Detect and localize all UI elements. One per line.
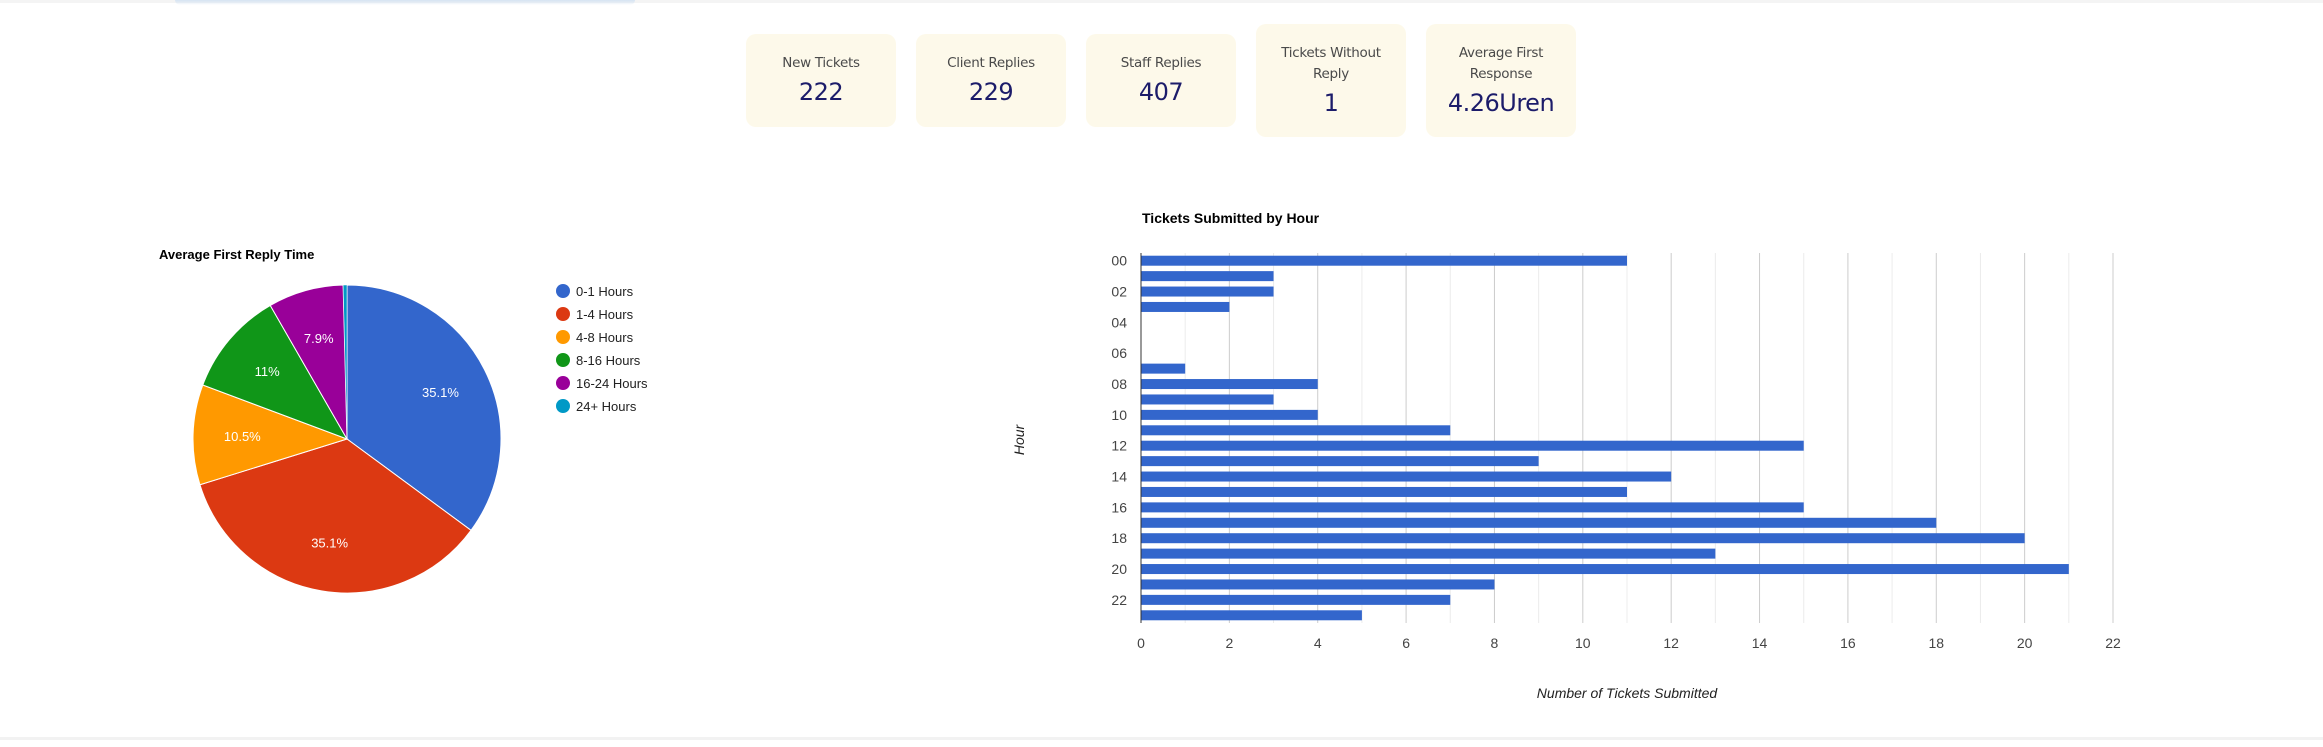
x-tick-label: 4 (1314, 635, 1322, 651)
legend-item[interactable]: 4-8 Hours (556, 330, 634, 345)
legend-swatch-icon (556, 307, 570, 321)
bar-hour-23[interactable] (1141, 610, 1362, 621)
pie-slice-label: 11% (255, 364, 280, 379)
stat-label: Tickets Without Reply (1281, 44, 1381, 82)
y-tick-label: 02 (1111, 284, 1127, 300)
legend-item[interactable]: 16-24 Hours (556, 376, 648, 391)
stat-label: New Tickets (782, 55, 860, 71)
y-tick-label: 18 (1111, 530, 1127, 546)
bar-hour-02[interactable] (1141, 286, 1274, 297)
x-tick-label: 18 (1928, 635, 1944, 651)
bar-hour-21[interactable] (1141, 579, 1495, 590)
legend-label: 4-8 Hours (576, 330, 634, 345)
legend-swatch-icon (556, 284, 570, 298)
x-tick-label: 16 (1840, 635, 1856, 651)
pie-slice-24-hours[interactable] (342, 284, 348, 440)
bar-hour-00[interactable] (1141, 255, 1627, 266)
bar-hour-20[interactable] (1141, 564, 2069, 575)
pie-slice-label: 35.1% (422, 385, 459, 400)
stat-value: 1 (1323, 88, 1339, 117)
pie-chart: Average First Reply Time 35.1% 35.1% 10.5%… (159, 247, 648, 594)
bar-hour-14[interactable] (1141, 471, 1672, 482)
legend-label: 16-24 Hours (576, 376, 648, 391)
x-tick-label: 0 (1137, 635, 1145, 651)
stat-label: Average First Response (1458, 44, 1544, 82)
y-tick-label: 08 (1111, 376, 1127, 392)
bar-hour-15[interactable] (1141, 486, 1627, 497)
pie-slice-0-1-hours[interactable] (346, 284, 502, 531)
legend-item[interactable]: 1-4 Hours (556, 307, 634, 322)
y-axis-title: Hour (1011, 423, 1027, 455)
x-tick-label: 6 (1402, 635, 1410, 651)
y-tick-label: 04 (1111, 314, 1127, 330)
bar-hour-11[interactable] (1141, 425, 1451, 436)
bar-hour-03[interactable] (1141, 301, 1230, 312)
bar-chart: Tickets Submitted by Hour 00020406081012… (1011, 210, 2121, 701)
stat-label: Staff Replies (1120, 55, 1202, 71)
x-tick-label: 10 (1575, 635, 1591, 651)
stat-card-client-replies: Client Replies 229 (916, 34, 1066, 127)
legend-swatch-icon (556, 353, 570, 367)
stat-card-staff-replies: Staff Replies 407 (1086, 34, 1236, 127)
y-tick-label: 20 (1111, 561, 1127, 577)
bottom-border (0, 737, 2323, 740)
x-tick-label: 22 (2105, 635, 2121, 651)
pie-slice-label: 10.5% (224, 429, 261, 444)
bar-hour-07[interactable] (1141, 363, 1186, 374)
stat-value: 407 (1138, 78, 1184, 106)
legend-label: 1-4 Hours (576, 307, 634, 322)
pie-chart-title: Average First Reply Time (159, 247, 314, 262)
pie-slice-4-8-hours[interactable] (192, 384, 349, 486)
legend-item[interactable]: 8-16 Hours (556, 353, 641, 368)
y-tick-label: 10 (1111, 407, 1127, 423)
legend-swatch-icon (556, 399, 570, 413)
y-tick-label: 22 (1111, 592, 1127, 608)
x-tick-label: 2 (1225, 635, 1233, 651)
pie-slice-1-4-hours[interactable] (199, 438, 472, 594)
x-tick-label: 20 (2017, 635, 2033, 651)
legend-label: 8-16 Hours (576, 353, 641, 368)
y-tick-label: 06 (1111, 345, 1127, 361)
y-tick-label: 14 (1111, 469, 1127, 485)
y-tick-label: 00 (1111, 253, 1127, 269)
x-tick-label: 8 (1491, 635, 1499, 651)
top-tab-shadow (175, 0, 635, 5)
y-tick-label: 12 (1111, 438, 1127, 454)
stat-card-new-tickets: New Tickets 222 (746, 34, 896, 127)
stat-card-tickets-without-reply: Tickets Without Reply 1 (1256, 24, 1406, 137)
x-tick-label: 14 (1752, 635, 1768, 651)
x-tick-label: 12 (1663, 635, 1679, 651)
legend-swatch-icon (556, 376, 570, 390)
stat-value: 4.26Uren (1447, 88, 1555, 117)
bar-hour-10[interactable] (1141, 409, 1318, 420)
bar-hour-17[interactable] (1141, 517, 1937, 528)
y-tick-label: 16 (1111, 499, 1127, 515)
stat-value: 229 (968, 78, 1014, 106)
legend-label: 24+ Hours (576, 399, 637, 414)
legend-item[interactable]: 24+ Hours (556, 399, 637, 414)
bar-hour-16[interactable] (1141, 502, 1804, 513)
pie-slice-8-16-hours[interactable] (202, 304, 349, 440)
x-axis-title: Number of Tickets Submitted (1537, 685, 1719, 701)
legend-swatch-icon (556, 330, 570, 344)
bar-hour-13[interactable] (1141, 456, 1539, 467)
bar-hour-01[interactable] (1141, 271, 1274, 282)
bar-hour-09[interactable] (1141, 394, 1274, 405)
top-border (0, 0, 2323, 3)
bar-hour-12[interactable] (1141, 440, 1804, 451)
bar-hour-22[interactable] (1141, 594, 1451, 605)
bar-chart-title: Tickets Submitted by Hour (1142, 210, 1320, 226)
stat-card-average-first-response: Average First Response 4.26Uren (1426, 24, 1576, 137)
bar-hour-19[interactable] (1141, 548, 1716, 559)
legend-item[interactable]: 0-1 Hours (556, 284, 634, 299)
stat-label: Client Replies (947, 55, 1035, 71)
pie-slice-label: 35.1% (311, 535, 348, 550)
pie-slice-label: 7.9% (304, 331, 334, 346)
bar-hour-08[interactable] (1141, 379, 1318, 390)
bar-hour-18[interactable] (1141, 533, 2025, 544)
stat-value: 222 (798, 78, 844, 106)
legend-label: 0-1 Hours (576, 284, 634, 299)
